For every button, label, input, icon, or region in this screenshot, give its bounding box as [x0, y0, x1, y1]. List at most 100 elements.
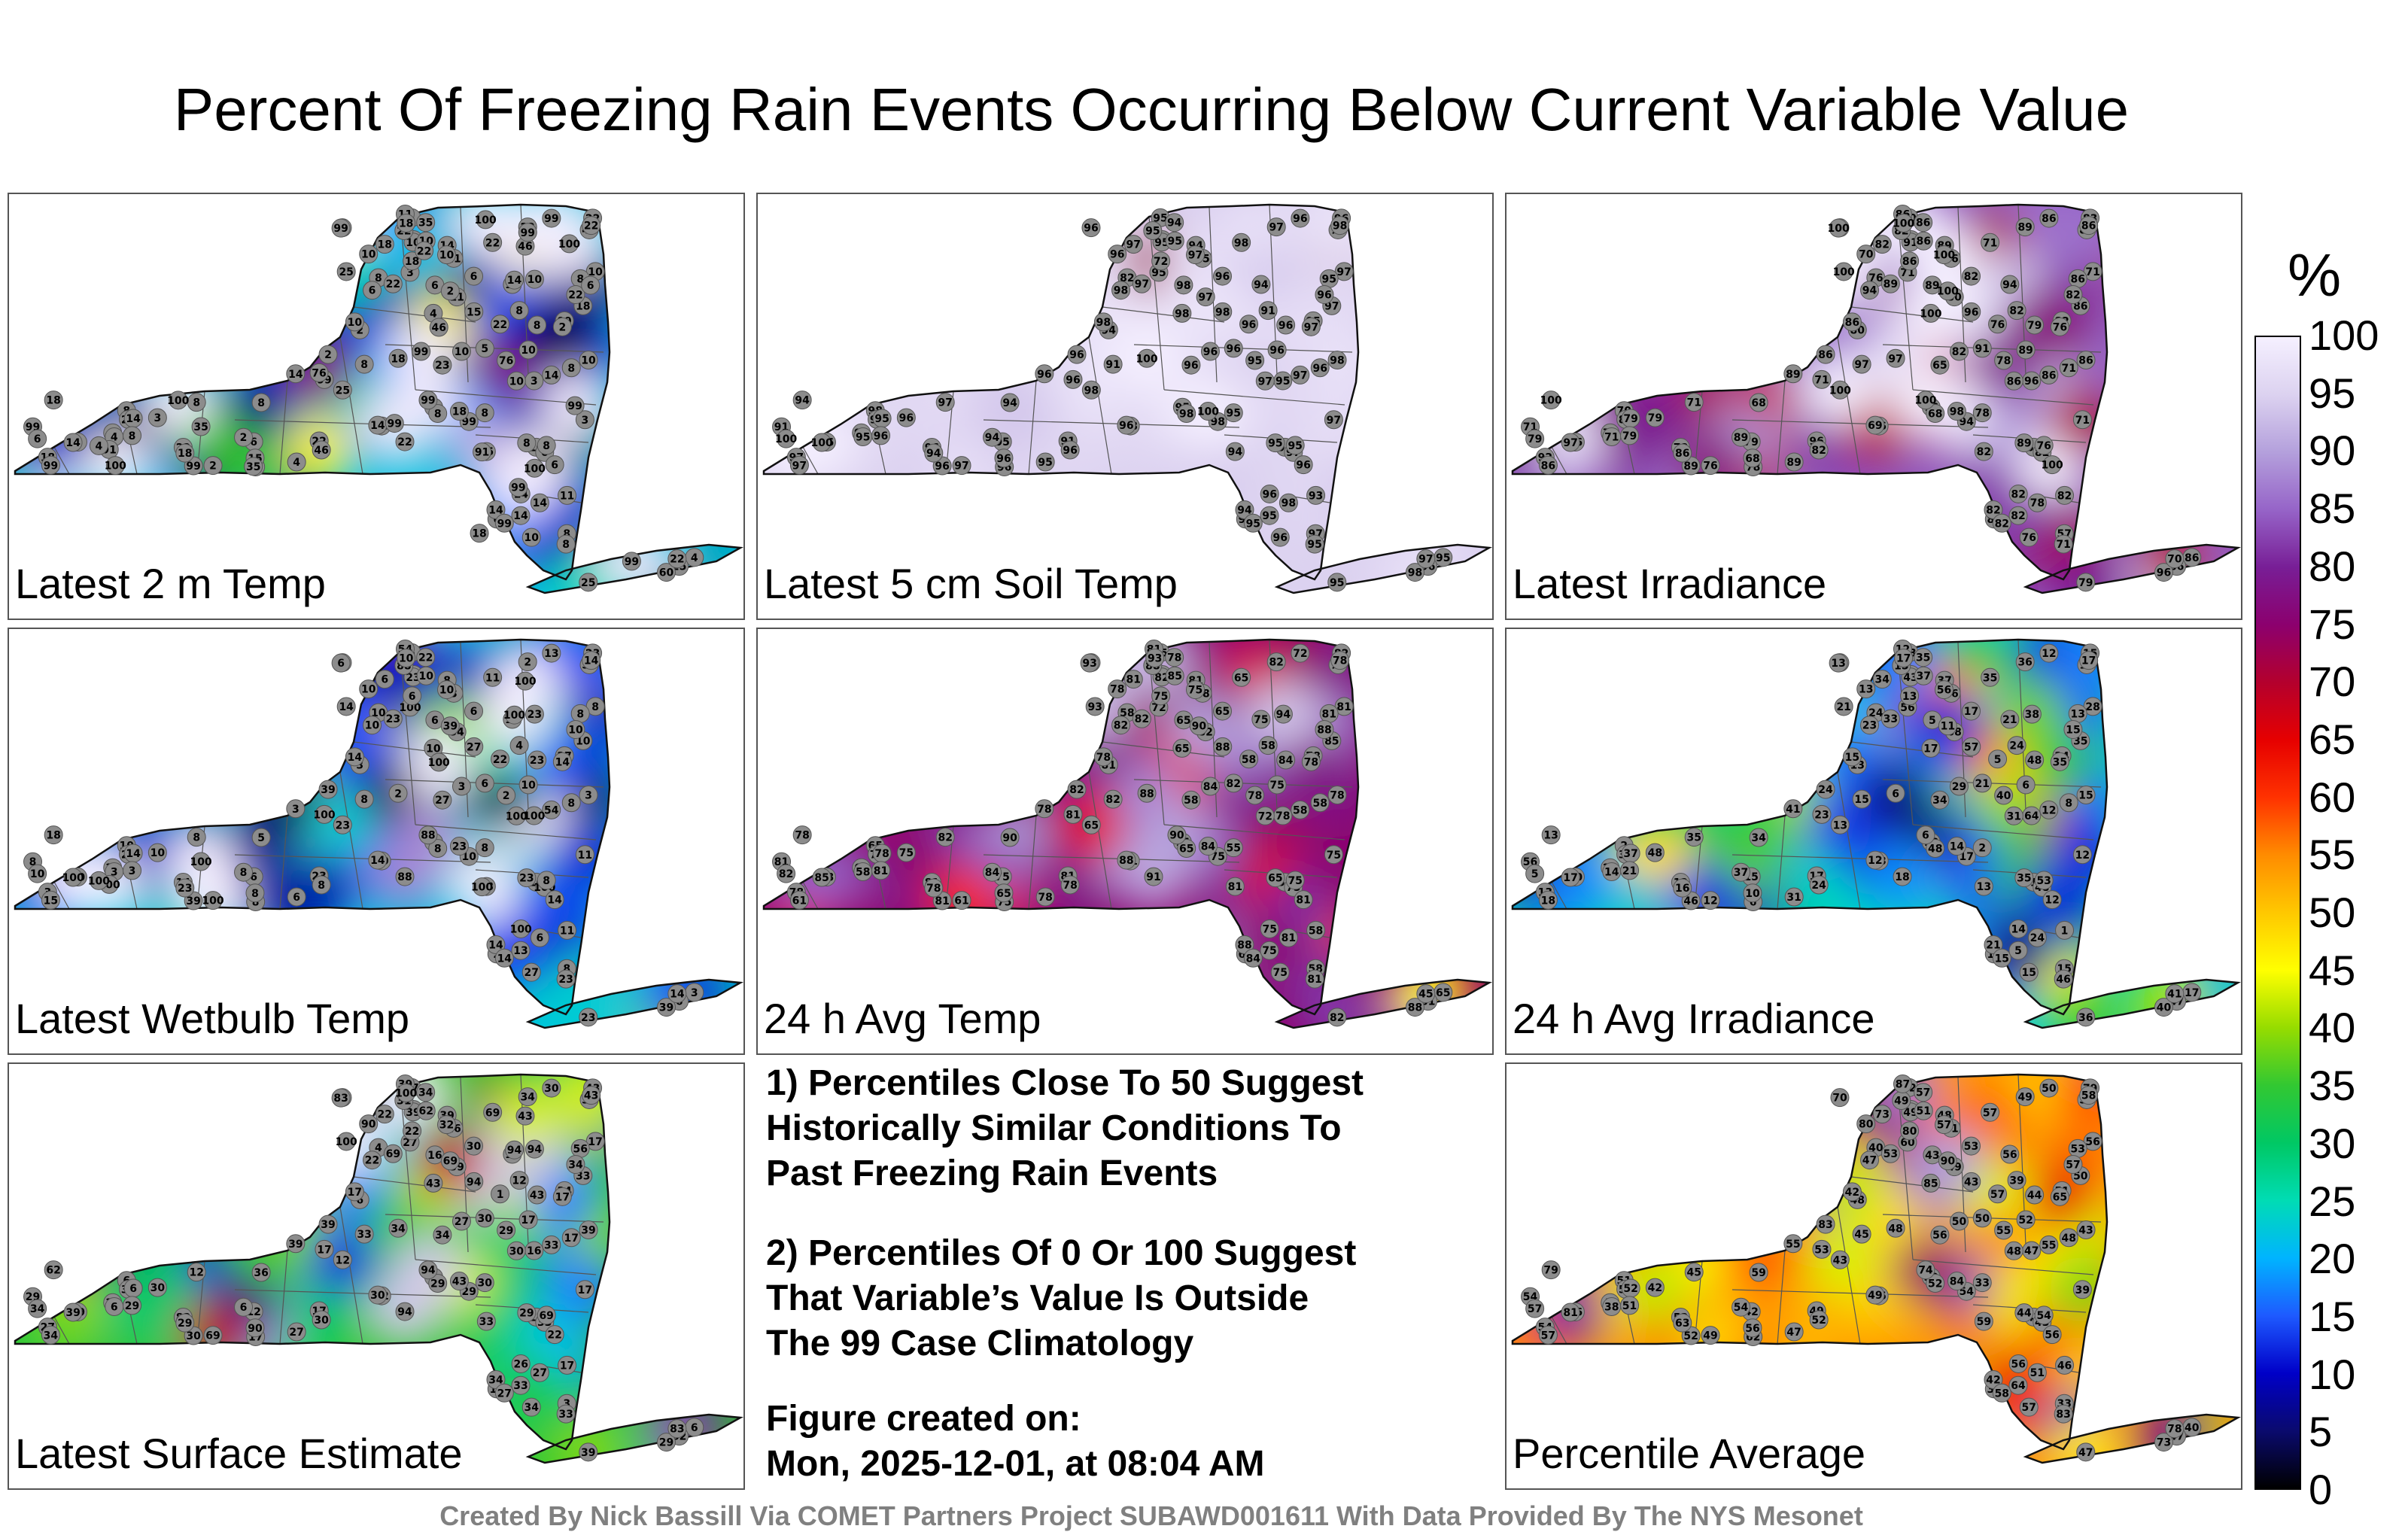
station-marker: 56 — [1935, 680, 1954, 700]
station-value: 95 — [1288, 440, 1302, 452]
station-marker: 14 — [545, 890, 564, 910]
station-value: 96 — [1037, 369, 1051, 381]
station-marker: 56 — [2000, 1144, 2020, 1164]
station-value: 34 — [44, 1330, 59, 1342]
station-dot — [440, 281, 460, 301]
station-marker: 78 — [792, 825, 812, 845]
station-dot — [2063, 285, 2083, 305]
station-marker: 82 — [1132, 709, 1151, 728]
station-value: 63 — [1675, 1318, 1689, 1330]
station-value: 34 — [391, 1223, 406, 1235]
station-dot — [1224, 774, 1243, 793]
station-marker: 82 — [2055, 485, 2075, 505]
station-dot — [1816, 345, 1835, 364]
station-value: 95 — [1330, 577, 1344, 589]
station-marker: 8 — [517, 433, 537, 453]
station-marker: 51 — [1620, 1296, 1640, 1315]
station-value: 94 — [397, 1306, 412, 1318]
station-value: 89 — [1786, 369, 1800, 381]
station-value: 82 — [779, 868, 793, 880]
station-value: 81 — [874, 865, 888, 877]
station-dot — [2076, 573, 2096, 592]
station-value: 86 — [2081, 220, 2096, 233]
station-value: 58 — [2081, 1090, 2096, 1102]
station-dot — [1809, 440, 1829, 460]
station-dot — [777, 429, 796, 448]
station-marker: 96 — [1067, 345, 1087, 364]
station-dot — [1093, 747, 1113, 767]
station-value: 91 — [1260, 305, 1275, 318]
station-dot — [497, 786, 516, 805]
station-dot — [530, 493, 549, 512]
station-value: 11 — [578, 850, 592, 862]
station-value: 75 — [899, 847, 914, 859]
station-dot — [1060, 875, 1080, 895]
station-value: 4 — [430, 308, 437, 320]
station-value: 81 — [1282, 932, 1296, 944]
station-marker: 78 — [1301, 752, 1321, 771]
county-line — [400, 651, 416, 825]
station-marker: 78 — [872, 843, 892, 863]
station-value: 84 — [1278, 755, 1294, 767]
station-dot — [1294, 455, 1313, 475]
station-value: 97 — [1304, 321, 1318, 333]
station-dot — [1842, 312, 1862, 332]
station-marker: 22 — [491, 315, 510, 334]
station-marker: 69 — [383, 1144, 403, 1163]
county-line — [1897, 216, 1914, 391]
station-marker: 100 — [1920, 303, 1942, 323]
station-marker: 48 — [1886, 1218, 1905, 1238]
station-value: 86 — [1902, 256, 1917, 268]
station-marker: 84 — [1198, 837, 1218, 856]
station-value: 98 — [1330, 355, 1344, 367]
station-marker: 27 — [287, 1322, 306, 1342]
station-marker: 98 — [1213, 302, 1233, 321]
station-marker: 30 — [368, 1285, 388, 1305]
station-marker: 80 — [1900, 1121, 1920, 1141]
station-value: 10 — [588, 266, 603, 278]
station-dot — [1255, 806, 1275, 825]
station-marker: 91 — [1972, 339, 1992, 358]
station-dot — [476, 210, 495, 229]
station-marker: 10 — [518, 775, 538, 795]
station-value: 8 — [563, 528, 570, 540]
station-dot — [518, 340, 538, 360]
station-marker: 76 — [309, 363, 329, 382]
station-value: 33 — [544, 1239, 558, 1251]
station-marker: 18 — [44, 825, 63, 845]
station-dot — [418, 825, 438, 845]
station-marker: 47 — [1860, 1150, 1880, 1170]
station-dot — [1276, 750, 1296, 770]
station-marker: 98 — [1174, 275, 1193, 295]
station-value: 69 — [443, 1156, 458, 1168]
station-value: 23 — [386, 713, 400, 725]
station-marker: 13 — [1541, 825, 1561, 845]
station-marker: 81 — [1305, 969, 1324, 989]
station-value: 75 — [1211, 851, 1225, 863]
station-value: 44 — [2027, 1190, 2042, 1202]
station-value: 6 — [587, 280, 594, 292]
station-marker: 18 — [44, 391, 63, 410]
station-dot — [440, 716, 460, 736]
station-dot — [1816, 780, 1835, 799]
station-dot — [524, 704, 544, 724]
station-dot — [63, 433, 83, 452]
station-dot — [1981, 667, 2000, 687]
station-value: 17 — [1923, 743, 1938, 755]
station-value: 99 — [511, 482, 525, 494]
station-value: 33 — [1975, 1278, 1990, 1290]
station-marker: 8 — [537, 871, 556, 890]
station-marker: 38 — [2022, 704, 2042, 724]
station-dot — [1834, 262, 1853, 281]
station-marker: 68 — [1926, 403, 1945, 423]
station-value: 100 — [510, 923, 532, 935]
station-dot — [792, 825, 812, 845]
station-value: 6 — [470, 271, 478, 283]
station-marker: 85 — [1921, 1173, 1941, 1193]
station-marker: 94 — [464, 1172, 484, 1191]
station-value: 22 — [386, 278, 400, 290]
station-marker: 5 — [1525, 864, 1545, 883]
station-dot — [511, 919, 531, 938]
station-value: 75 — [1288, 875, 1302, 887]
county-line — [53, 881, 70, 910]
